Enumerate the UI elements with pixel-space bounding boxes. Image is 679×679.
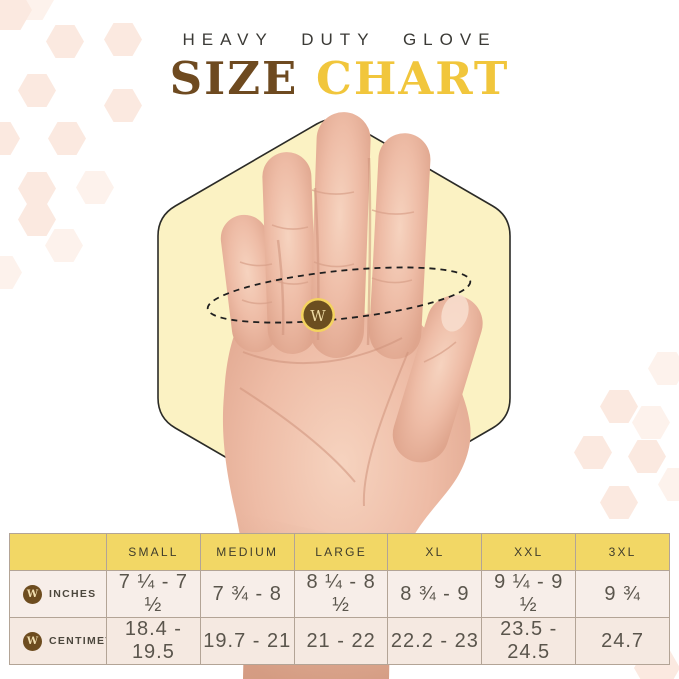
- table-cell: 9 ¾: [575, 570, 670, 618]
- table-cell: 8 ¼ - 8 ½: [293, 570, 389, 618]
- column-header-large: LARGE: [293, 533, 389, 571]
- table-cell: 22.2 - 23: [387, 617, 483, 665]
- decor-hexagon: [76, 171, 114, 204]
- badge-letter: W: [310, 307, 326, 325]
- middle-finger: [309, 112, 371, 359]
- thumb: [392, 295, 483, 463]
- row-header-inches: W INCHES: [9, 570, 107, 618]
- table-cell: 7 ¾ - 8: [199, 570, 295, 618]
- badge-circle: [303, 300, 333, 330]
- row-label: CENTIMETERS: [49, 635, 106, 647]
- size-chart-table: SMALL MEDIUM LARGE XL XXL 3XL W INCHES 7…: [9, 533, 670, 665]
- brand-badge: W: [301, 298, 335, 332]
- decor-hexagon: [8, 0, 54, 20]
- page-title: SIZE CHART: [0, 56, 679, 101]
- table-cell: 21 - 22: [293, 617, 389, 665]
- title-word-chart: CHART: [316, 52, 510, 105]
- index-finger: [369, 133, 431, 360]
- brand-badge-icon: W: [23, 631, 42, 651]
- table-row-centimeters: W CENTIMETERS 18.4 - 19.5 19.7 - 21 21 -…: [9, 617, 670, 665]
- table-cell: 8 ¾ - 9: [387, 570, 483, 618]
- column-header-small: SMALL: [106, 533, 201, 571]
- title-word-size: SIZE: [169, 52, 299, 105]
- column-header-xl: XL: [387, 533, 483, 571]
- ring-finger: [262, 152, 317, 355]
- corner-cell: [9, 533, 107, 571]
- table-cell: 24.7: [575, 617, 670, 665]
- decor-hexagon: [658, 468, 679, 501]
- table-cell: 7 ¼ - 7 ½: [106, 570, 201, 618]
- subtitle-text: HEAVY DUTY GLOVE: [182, 30, 497, 49]
- table-row-inches: W INCHES 7 ¼ - 7 ½ 7 ¾ - 8 8 ¼ - 8 ½ 8 ¾…: [9, 570, 670, 618]
- row-header-centimeters: W CENTIMETERS: [9, 617, 107, 665]
- thumb-nail: [441, 294, 469, 332]
- row-label: INCHES: [49, 588, 97, 600]
- column-header-xxl: XXL: [481, 533, 577, 571]
- palm-measure-ellipse: [206, 266, 472, 324]
- column-header-medium: MEDIUM: [199, 533, 295, 571]
- decor-hexagon: [0, 122, 20, 155]
- header: HEAVY DUTY GLOVE SIZE CHART: [0, 0, 679, 101]
- table-cell: 23.5 - 24.5: [481, 617, 577, 665]
- table-header-row: SMALL MEDIUM LARGE XL XXL 3XL: [9, 533, 670, 571]
- brand-badge-icon: W: [23, 584, 42, 604]
- table-cell: 18.4 - 19.5: [106, 617, 201, 665]
- decor-hexagon: [0, 256, 22, 289]
- column-header-3xl: 3XL: [575, 533, 670, 571]
- table-cell: 9 ¼ - 9 ½: [481, 570, 577, 618]
- table-cell: 19.7 - 21: [199, 617, 295, 665]
- pinky-finger: [220, 214, 279, 353]
